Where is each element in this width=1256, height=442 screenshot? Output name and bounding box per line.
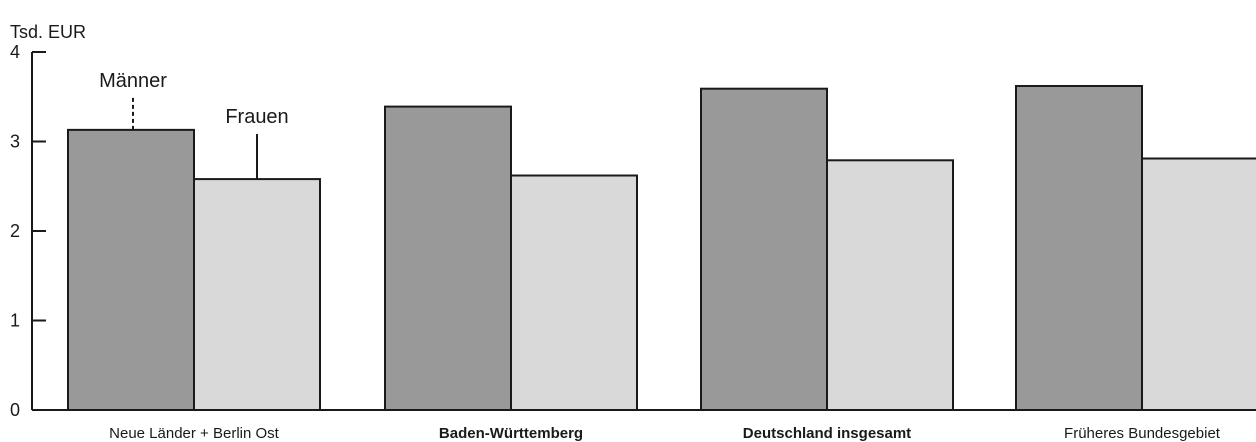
category-label: Baden-Württemberg	[439, 425, 583, 442]
category-label: Neue Länder + Berlin Ost	[109, 425, 280, 442]
bar-maenner	[384, 105, 512, 411]
y-tick-label: 0	[10, 400, 20, 420]
legend-label-frauen: Frauen	[225, 106, 288, 128]
bar-maenner	[67, 128, 195, 412]
legend-label-maenner: Männer	[99, 70, 167, 92]
category-labels: Neue Länder + Berlin Ost Baden-Württember…	[109, 425, 1221, 442]
category-label: Früheres Bundesgebiet	[1064, 425, 1221, 442]
bar-frauen	[193, 178, 321, 411]
y-tick-label: 3	[10, 132, 20, 152]
category-label: Deutschland insgesamt	[743, 425, 911, 442]
y-tick-label: 4	[10, 42, 20, 62]
bar-frauen	[826, 159, 954, 411]
bar-frauen	[1141, 157, 1256, 411]
bar-maenner	[700, 87, 828, 411]
y-tick-label: 2	[10, 221, 20, 241]
bar-maenner	[1015, 85, 1143, 411]
y-axis: 0 1 2 3 4	[10, 42, 1256, 420]
y-tick-label: 1	[10, 311, 20, 331]
legend-annotations: Männer Frauen	[99, 70, 289, 180]
bar-frauen	[510, 174, 638, 411]
y-axis-unit-label: Tsd. EUR	[10, 22, 86, 42]
bars-group	[67, 85, 1256, 412]
